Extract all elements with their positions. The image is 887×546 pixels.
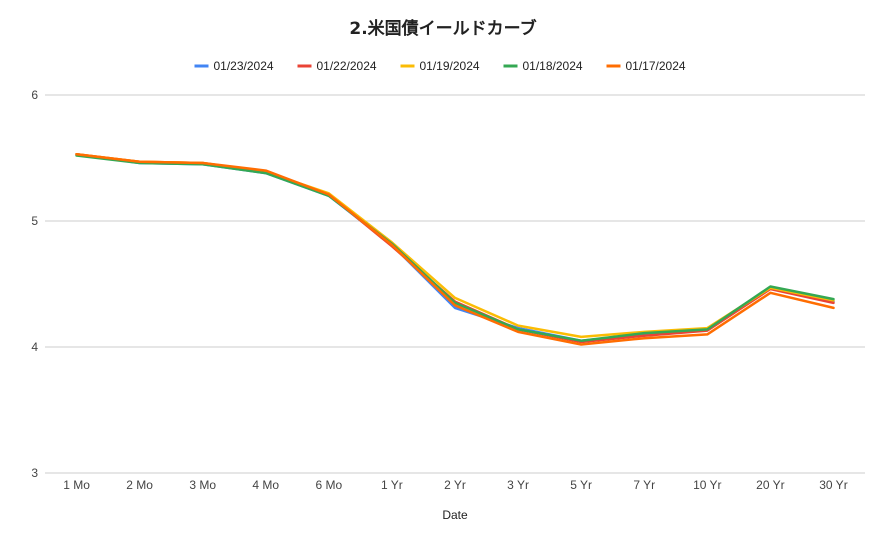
x-axis-label: Date: [442, 508, 468, 522]
series-line: [75, 154, 835, 342]
series-line: [75, 152, 835, 339]
x-tick-label: 30 Yr: [819, 478, 847, 492]
y-axis-ticks: 3 4 5 6: [31, 88, 38, 480]
x-tick-label: 10 Yr: [693, 478, 721, 492]
legend-label: 01/23/2024: [214, 59, 274, 73]
x-tick-label: 3 Mo: [189, 478, 216, 492]
legend-label: 01/19/2024: [420, 59, 480, 73]
x-tick-label: 1 Yr: [381, 478, 403, 492]
legend-label: 01/22/2024: [317, 59, 377, 73]
series-lines: [75, 152, 835, 346]
x-tick-label: 6 Mo: [316, 478, 343, 492]
series-line: [75, 152, 835, 346]
series-line: [75, 152, 835, 344]
legend-label: 01/18/2024: [523, 59, 583, 73]
legend-label: 01/17/2024: [626, 59, 686, 73]
x-tick-label: 1 Mo: [63, 478, 90, 492]
x-tick-label: 5 Yr: [570, 478, 592, 492]
x-tick-label: 2 Yr: [444, 478, 466, 492]
x-tick-label: 2 Mo: [126, 478, 153, 492]
x-tick-label: 7 Yr: [633, 478, 655, 492]
y-tick-label: 5: [31, 214, 38, 228]
x-tick-label: 20 Yr: [756, 478, 784, 492]
x-tick-label: 4 Mo: [252, 478, 279, 492]
chart-title: 2.米国債イールドカーブ: [349, 18, 536, 39]
x-tick-label: 3 Yr: [507, 478, 529, 492]
y-tick-label: 4: [31, 340, 38, 354]
chart-legend: 01/23/2024 01/22/2024 01/19/2024 01/18/2024…: [194, 59, 686, 73]
series-line: [75, 152, 835, 342]
y-tick-label: 3: [31, 466, 38, 480]
gridlines: [45, 94, 865, 474]
x-axis-ticks: 1 Mo 2 Mo 3 Mo 4 Mo 6 Mo 1 Yr 2 Yr 3 Yr 5 Yr 7 Yr…: [63, 478, 848, 492]
y-tick-label: 6: [31, 88, 38, 102]
